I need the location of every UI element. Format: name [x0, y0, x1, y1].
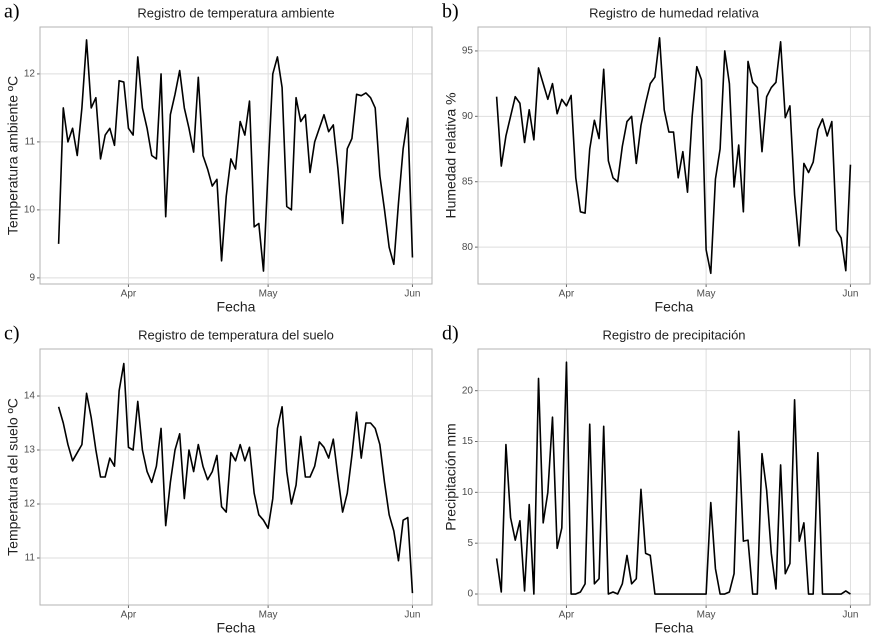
- y-axis-label: Temperatura ambiente ºC: [5, 76, 21, 235]
- x-tick-label: Apr: [121, 610, 137, 621]
- y-axis-label: Temperatura del suelo ºC: [5, 398, 21, 556]
- y-tick-label: 15: [462, 436, 474, 447]
- y-axis-label: Precipitación mm: [443, 423, 459, 530]
- data-line: [495, 37, 852, 275]
- x-tick-label: Apr: [559, 610, 575, 621]
- x-axis-label: Fecha: [655, 299, 694, 315]
- x-tick-label: May: [259, 610, 278, 621]
- y-tick-label: 95: [462, 46, 474, 57]
- plot-background: [478, 349, 870, 605]
- x-tick-label: Jun: [404, 289, 420, 300]
- y-tick-label: 10: [24, 205, 36, 216]
- data-line: [57, 362, 414, 594]
- x-tick-label: Apr: [559, 289, 575, 300]
- y-tick-label: 10: [462, 487, 474, 498]
- y-tick-label: 9: [29, 273, 35, 284]
- x-tick-label: May: [697, 610, 716, 621]
- y-tick-label: 13: [24, 445, 36, 456]
- y-axis-label: Humedad relativa %: [443, 92, 459, 218]
- chart-title: Registro de temperatura del suelo: [138, 327, 334, 342]
- y-tick-label: 12: [24, 69, 36, 80]
- x-tick-label: Apr: [121, 289, 137, 300]
- x-tick-label: Jun: [404, 610, 420, 621]
- data-line: [495, 361, 851, 595]
- data-line: [57, 39, 414, 272]
- y-tick-label: 85: [462, 176, 474, 187]
- x-axis-label: Fecha: [655, 620, 694, 636]
- x-tick-label: Jun: [842, 610, 858, 621]
- plot-border: [477, 26, 871, 285]
- x-tick-label: May: [259, 289, 278, 300]
- y-tick-label: 11: [25, 137, 36, 148]
- y-tick-label: 11: [25, 553, 36, 564]
- y-tick-label: 90: [462, 111, 474, 122]
- panel-label: d): [442, 323, 459, 345]
- chart-title: Registro de temperatura ambiente: [137, 5, 334, 20]
- panel-label: a): [4, 1, 20, 23]
- plot-border: [39, 348, 433, 606]
- y-tick-label: 14: [24, 391, 36, 402]
- chart-title: Registro de humedad relativa: [589, 5, 760, 20]
- y-tick-label: 80: [462, 242, 474, 253]
- chart-title: Registro de precipitación: [602, 327, 745, 342]
- y-tick-label: 5: [467, 538, 473, 549]
- x-tick-label: May: [697, 289, 716, 300]
- y-tick-label: 12: [24, 499, 36, 510]
- y-tick-label: 20: [462, 385, 474, 396]
- x-tick-label: Jun: [842, 289, 858, 300]
- plot-background: [40, 27, 432, 284]
- x-axis-label: Fecha: [217, 620, 256, 636]
- plot-background: [478, 27, 870, 284]
- plot-background: [40, 349, 432, 605]
- panel: 0 5 10 15 20 Apr May Jun Registro de precipitaci…: [442, 323, 871, 636]
- panel-label: b): [442, 1, 459, 23]
- panel-label: c): [4, 323, 20, 345]
- plot-border: [39, 26, 433, 285]
- panel: 11 12 13 14 Apr May Jun Registro de temperatura…: [4, 323, 433, 636]
- y-tick-label: 0: [467, 589, 473, 600]
- panel: 80 85 90 95 Apr May Jun Registro de humedad rel…: [442, 1, 871, 315]
- panel: 9 10 11 12 Apr May Jun Registro de temperatura …: [4, 1, 433, 315]
- x-axis-label: Fecha: [217, 299, 256, 315]
- plot-border: [477, 348, 871, 606]
